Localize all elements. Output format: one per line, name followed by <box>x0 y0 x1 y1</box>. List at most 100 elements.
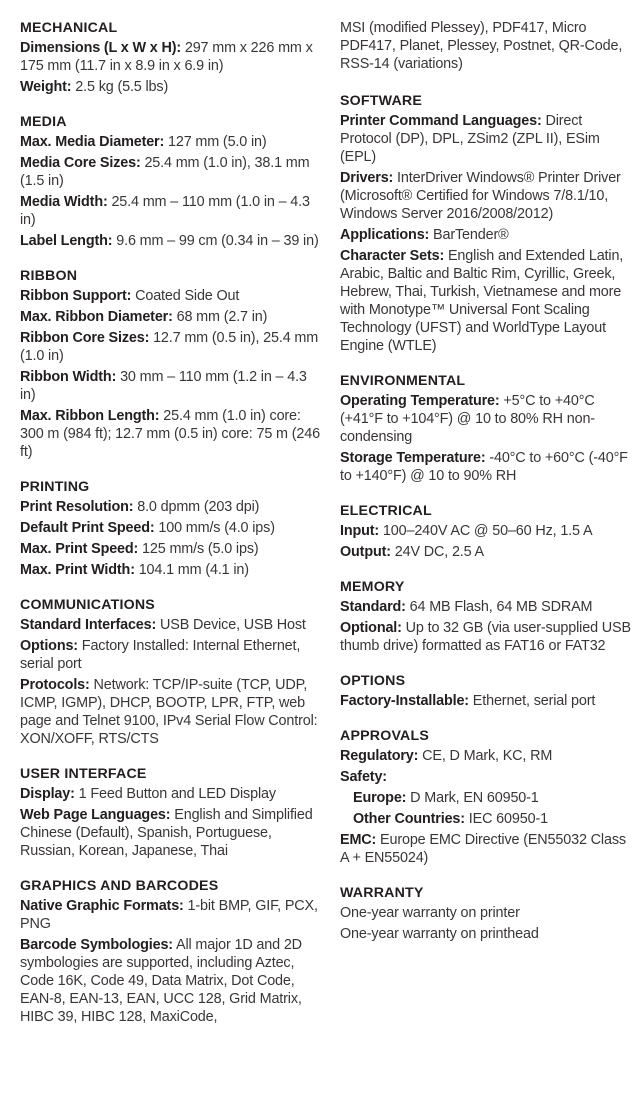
spec-item: Other Countries: IEC 60950-1 <box>340 810 636 828</box>
spec-label: Standard: <box>340 599 406 615</box>
spec-label: Media Core Sizes: <box>20 155 141 171</box>
spec-value: 24V DC, 2.5 A <box>390 544 484 560</box>
spec-label: Ribbon Core Sizes: <box>20 330 150 346</box>
section-options: OPTIONS Factory-Installable: Ethernet, se… <box>340 672 636 710</box>
spec-value: 104.1 mm (4.1 in) <box>134 562 249 578</box>
spec-value: English and Extended Latin, Arabic, Balt… <box>340 248 624 354</box>
section-title: USER INTERFACE <box>20 766 147 782</box>
spec-label: Safety: <box>340 769 387 785</box>
spec-label: Max. Print Speed: <box>20 541 139 557</box>
section-title: MECHANICAL <box>20 20 118 36</box>
spec-item: Protocols: Network: TCP/IP-suite (TCP, U… <box>20 676 326 748</box>
spec-label: Native Graphic Formats: <box>20 898 184 914</box>
section-electrical: ELECTRICAL Input: 100–240V AC @ 50–60 Hz,… <box>340 502 636 561</box>
spec-value: 68 mm (2.7 in) <box>172 309 268 325</box>
spec-item: Max. Ribbon Length: 25.4 mm (1.0 in) cor… <box>20 407 326 461</box>
section-title: GRAPHICS AND BARCODES <box>20 878 219 894</box>
spec-label: Max. Ribbon Diameter: <box>20 309 173 325</box>
spec-value: BarTender® <box>429 227 509 243</box>
spec-item: Storage Temperature: -40°C to +60°C (-40… <box>340 449 636 485</box>
spec-value: English and Simplified Chinese (Default)… <box>20 807 313 859</box>
spec-value: Ethernet, serial port <box>468 693 596 709</box>
spec-label: Printer Command Languages: <box>340 113 542 129</box>
spec-item: Dimensions (L x W x H): 297 mm x 226 mm … <box>20 39 326 75</box>
spec-value: D Mark, EN 60950-1 <box>406 790 539 806</box>
section-mechanical: MECHANICAL Dimensions (L x W x H): 297 mm… <box>20 19 326 96</box>
spec-label: Drivers: <box>340 170 394 186</box>
section-title: RIBBON <box>20 268 78 284</box>
spec-item: Ribbon Core Sizes: 12.7 mm (0.5 in), 25.… <box>20 329 326 365</box>
spec-item: Default Print Speed: 100 mm/s (4.0 ips) <box>20 519 326 537</box>
spec-label: Web Page Languages: <box>20 807 171 823</box>
spec-label: Ribbon Support: <box>20 288 132 304</box>
spec-item: Label Length: 9.6 mm – 99 cm (0.34 in – … <box>20 232 326 250</box>
spec-value: 25.4 mm – 110 mm (1.0 in – 4.3 in) <box>20 194 310 228</box>
spec-label: Europe: <box>353 790 407 806</box>
spec-item: Max. Print Speed: 125 mm/s (5.0 ips) <box>20 540 326 558</box>
section-communications: COMMUNICATIONS Standard Interfaces: USB D… <box>20 596 326 748</box>
spec-label: Max. Ribbon Length: <box>20 408 160 424</box>
spec-label: Optional: <box>340 620 402 636</box>
spec-item: Options: Factory Installed: Internal Eth… <box>20 637 326 673</box>
spec-value: One-year warranty on printhead <box>340 926 539 942</box>
spec-value: InterDriver Windows® Printer Driver (Mic… <box>340 170 621 222</box>
continued-barcode-text: MSI (modified Plessey), PDF417, Micro PD… <box>340 20 623 72</box>
spec-item: Native Graphic Formats: 1-bit BMP, GIF, … <box>20 897 326 933</box>
spec-label: Options: <box>20 638 78 654</box>
spec-label: Operating Temperature: <box>340 393 500 409</box>
spec-label: Weight: <box>20 79 72 95</box>
spec-label: Dimensions (L x W x H): <box>20 40 181 56</box>
right-column: MSI (modified Plessey), PDF417, Micro PD… <box>340 19 636 960</box>
spec-item: Character Sets: English and Extended Lat… <box>340 247 636 355</box>
spec-value: 9.6 mm – 99 cm (0.34 in – 39 in) <box>112 233 319 249</box>
section-software: SOFTWARE Printer Command Languages: Direc… <box>340 92 636 355</box>
spec-value: Network: TCP/IP-suite (TCP, UDP, ICMP, I… <box>20 677 318 747</box>
spec-label: Protocols: <box>20 677 90 693</box>
spec-value: USB Device, USB Host <box>156 617 306 633</box>
spec-label: Print Resolution: <box>20 499 134 515</box>
left-column: MECHANICAL Dimensions (L x W x H): 297 mm… <box>20 19 326 1043</box>
section-title: SOFTWARE <box>340 93 422 109</box>
section-title: ELECTRICAL <box>340 503 432 519</box>
spec-value: 125 mm/s (5.0 ips) <box>138 541 259 557</box>
spec-item: Input: 100–240V AC @ 50–60 Hz, 1.5 A <box>340 522 636 540</box>
spec-item: Europe: D Mark, EN 60950-1 <box>340 789 636 807</box>
spec-item: Operating Temperature: +5°C to +40°C (+4… <box>340 392 636 446</box>
spec-label: Storage Temperature: <box>340 450 486 466</box>
spec-value: Europe EMC Directive (EN55032 Class A + … <box>340 832 626 866</box>
spec-label: Regulatory: <box>340 748 419 764</box>
spec-label: Max. Print Width: <box>20 562 135 578</box>
spec-label: Label Length: <box>20 233 113 249</box>
spec-value: 12.7 mm (0.5 in), 25.4 mm (1.0 in) <box>20 330 319 364</box>
section-media: MEDIA Max. Media Diameter: 127 mm (5.0 in… <box>20 113 326 250</box>
spec-label: Applications: <box>340 227 430 243</box>
spec-item: Print Resolution: 8.0 dpmm (203 dpi) <box>20 498 326 516</box>
spec-item: Applications: BarTender® <box>340 226 636 244</box>
spec-value: 2.5 kg (5.5 lbs) <box>71 79 169 95</box>
spec-item: Safety: <box>340 768 636 786</box>
spec-value: 1-bit BMP, GIF, PCX, PNG <box>20 898 318 932</box>
spec-item: Optional: Up to 32 GB (via user-supplied… <box>340 619 636 655</box>
spec-label: Input: <box>340 523 380 539</box>
spec-value: Direct Protocol (DP), DPL, ZSim2 (ZPL II… <box>340 113 600 165</box>
section-approvals: APPROVALS Regulatory: CE, D Mark, KC, RM S… <box>340 727 636 867</box>
section-memory: MEMORY Standard: 64 MB Flash, 64 MB SDRAM… <box>340 578 636 655</box>
spec-item: Drivers: InterDriver Windows® Printer Dr… <box>340 169 636 223</box>
spec-value: -40°C to +60°C (-40°F to +140°F) @ 10 to… <box>340 450 628 484</box>
spec-item: Ribbon Support: Coated Side Out <box>20 287 326 305</box>
spec-label: EMC: <box>340 832 377 848</box>
section-title: PRINTING <box>20 479 90 495</box>
spec-item: Standard Interfaces: USB Device, USB Hos… <box>20 616 326 634</box>
spec-value: One-year warranty on printer <box>340 905 520 921</box>
section-title: COMMUNICATIONS <box>20 597 155 613</box>
spec-label: Factory-Installable: <box>340 693 469 709</box>
spec-item: One-year warranty on printhead <box>340 925 636 943</box>
section-title: MEDIA <box>20 114 67 130</box>
spec-item: One-year warranty on printer <box>340 904 636 922</box>
spec-value: All major 1D and 2D symbologies are supp… <box>20 937 302 1025</box>
section-warranty: WARRANTY One-year warranty on printer One-… <box>340 884 636 943</box>
spec-item: Media Core Sizes: 25.4 mm (1.0 in), 38.1… <box>20 154 326 190</box>
spec-item: Factory-Installable: Ethernet, serial po… <box>340 692 636 710</box>
spec-item: Web Page Languages: English and Simplifi… <box>20 806 326 860</box>
spec-label: Media Width: <box>20 194 108 210</box>
